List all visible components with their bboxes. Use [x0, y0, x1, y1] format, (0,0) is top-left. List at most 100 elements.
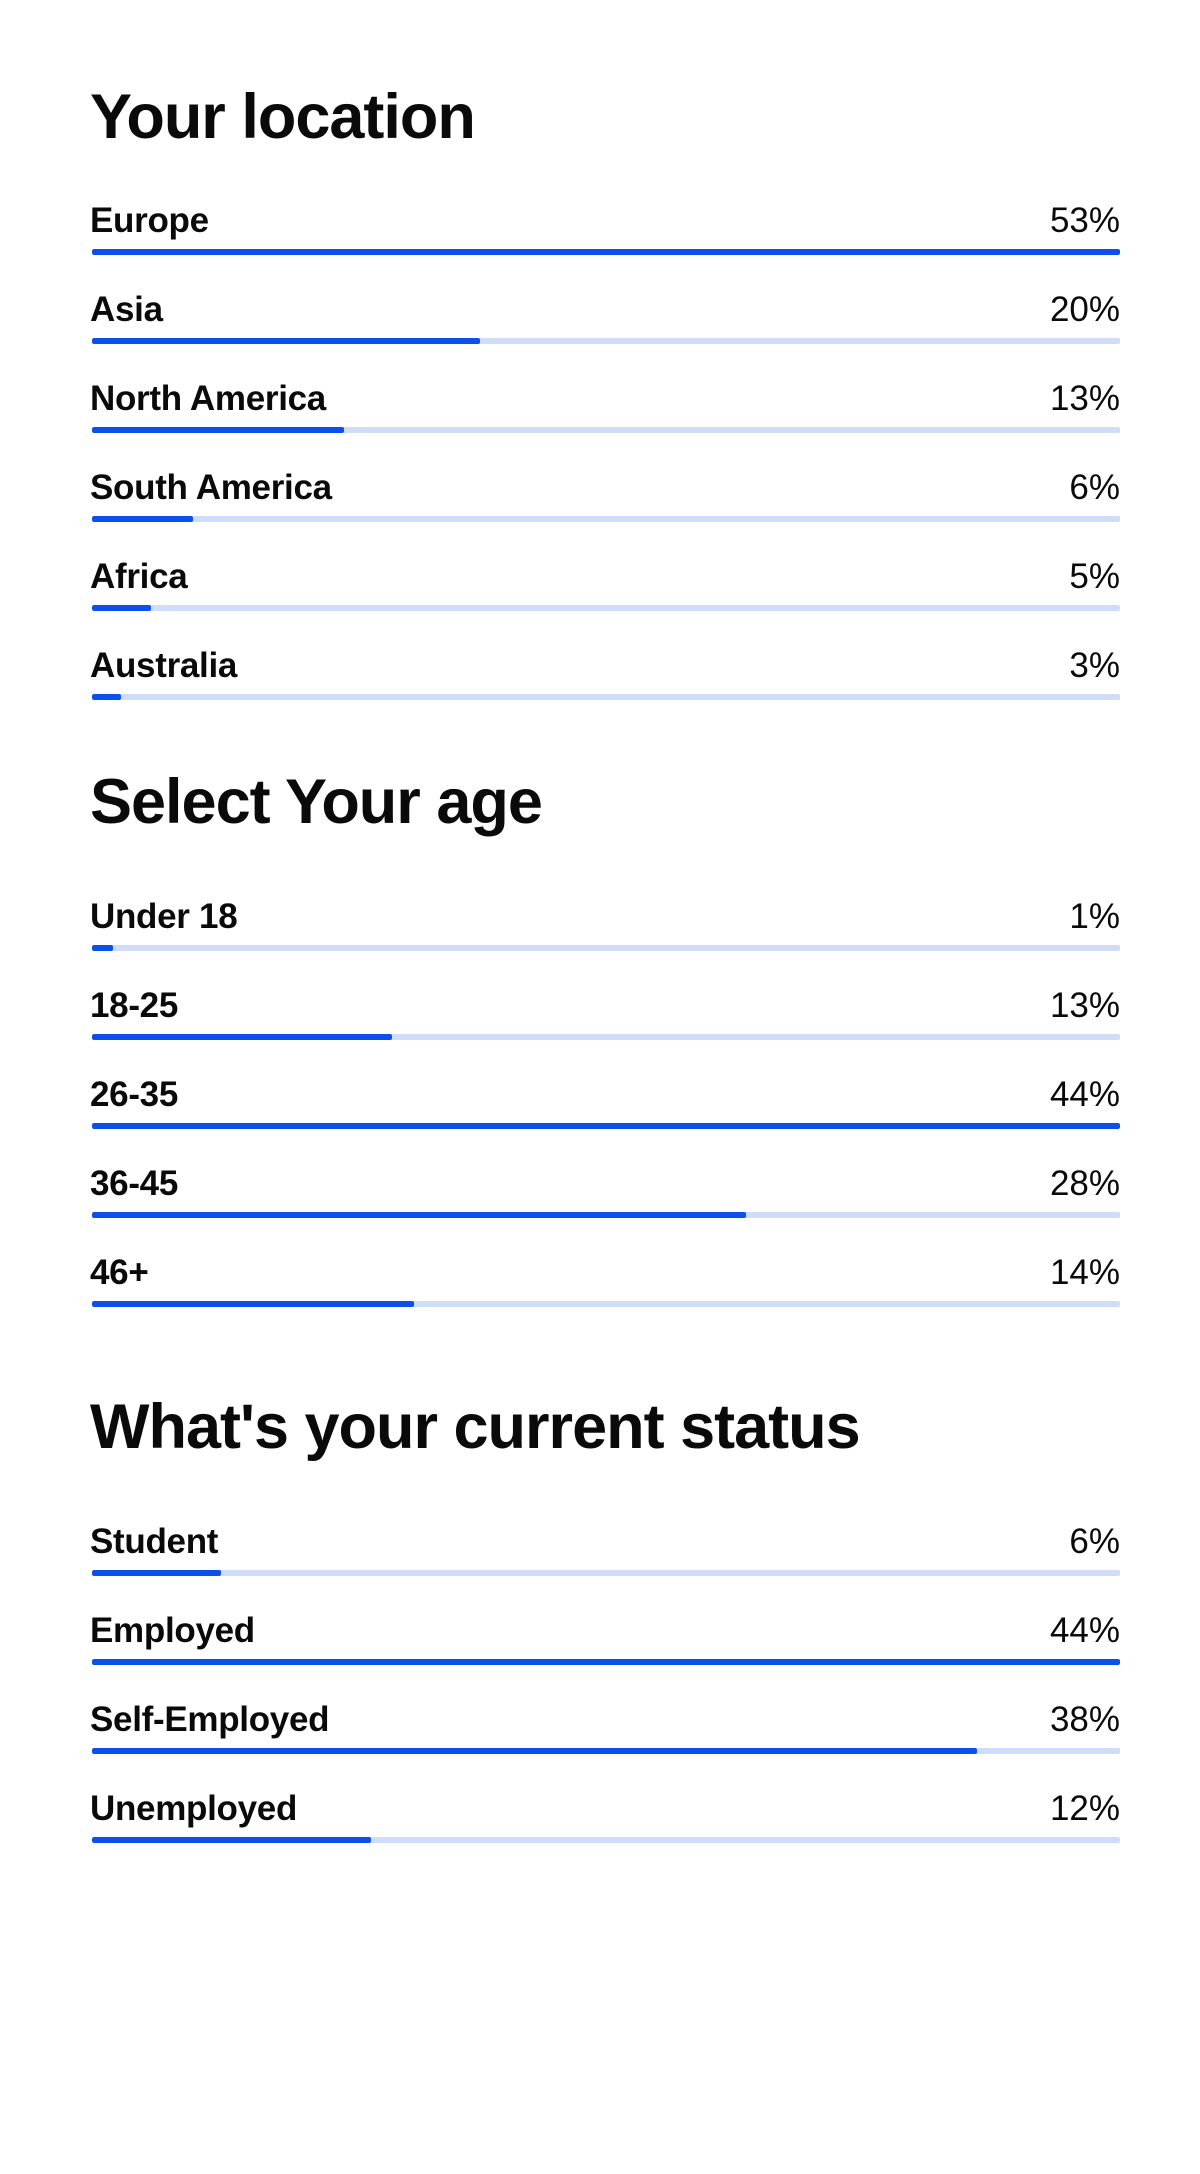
bar-track — [92, 1212, 1120, 1218]
bar-fill — [92, 605, 151, 611]
bar-value-label: 3% — [1069, 646, 1120, 685]
bar-track — [92, 427, 1120, 433]
bar-row: Student 6% — [90, 1519, 1120, 1608]
bar-row: Europe 53% — [90, 198, 1120, 287]
section-title: What's your current status — [90, 1392, 861, 1462]
bar-row-header: Australia 3% — [90, 643, 1120, 683]
bar-label: Under 18 — [90, 897, 238, 936]
bar-track — [92, 945, 1120, 951]
age-section: Select Your age Under 18 1% 18-25 13% 26-35 4… — [90, 771, 1120, 1339]
bar-row-header: Unemployed 12% — [90, 1786, 1120, 1826]
bar-value-label: 44% — [1049, 1611, 1120, 1650]
bar-value-label: 13% — [1049, 379, 1120, 418]
bar-row-header: Africa 5% — [90, 554, 1120, 594]
bar-fill — [92, 427, 344, 433]
bar-row: Employed 44% — [90, 1608, 1120, 1697]
bar-track — [92, 605, 1120, 611]
bar-row-header: North America 13% — [90, 376, 1120, 416]
bar-label: Student — [90, 1522, 219, 1561]
bar-value-label: 38% — [1049, 1700, 1120, 1739]
bar-value-label: 5% — [1069, 557, 1120, 596]
bar-label: 36-45 — [90, 1164, 179, 1203]
bar-fill — [92, 1837, 371, 1843]
bar-row-header: 46+ 14% — [90, 1250, 1120, 1290]
bar-fill — [92, 694, 121, 700]
bar-row-header: Self-Employed 38% — [90, 1697, 1120, 1737]
bar-label: 26-35 — [90, 1075, 179, 1114]
bar-track — [92, 1837, 1120, 1843]
bar-row-header: Under 18 1% — [90, 894, 1120, 934]
bar-fill — [92, 516, 193, 522]
bar-track — [92, 249, 1120, 255]
bar-value-label: 6% — [1069, 1522, 1120, 1561]
age-bars: Under 18 1% 18-25 13% 26-35 44% 36-45 28% 46+ 14% — [90, 894, 1120, 1339]
bar-track — [92, 1034, 1120, 1040]
bar-label: Unemployed — [90, 1789, 298, 1828]
bar-value-label: 12% — [1049, 1789, 1120, 1828]
bar-fill — [92, 338, 480, 344]
bar-label: Self-Employed — [90, 1700, 330, 1739]
bar-track — [92, 1570, 1120, 1576]
bar-fill — [92, 945, 113, 951]
bar-fill — [92, 1034, 393, 1040]
bar-row-header: 26-35 44% — [90, 1072, 1120, 1112]
bar-fill — [92, 1570, 221, 1576]
bar-label: North America — [90, 379, 326, 418]
bar-row: 26-35 44% — [90, 1072, 1120, 1161]
section-title: Select Your age — [90, 767, 543, 837]
bar-track — [92, 338, 1120, 344]
bar-row: Unemployed 12% — [90, 1786, 1120, 1875]
bar-label: Australia — [90, 646, 238, 685]
bar-value-label: 6% — [1069, 468, 1120, 507]
bar-fill — [92, 1748, 978, 1754]
bar-row: 36-45 28% — [90, 1161, 1120, 1250]
bar-row-header: Asia 20% — [90, 287, 1120, 327]
bar-fill — [92, 1212, 746, 1218]
bar-track — [92, 694, 1120, 700]
bar-label: 46+ — [90, 1253, 149, 1292]
bar-label: Employed — [90, 1611, 255, 1650]
bar-value-label: 28% — [1049, 1164, 1120, 1203]
status-section: What's your current status Student 6% Empl… — [90, 1396, 1120, 1875]
section-title: Your location — [90, 82, 476, 152]
bar-row-header: Student 6% — [90, 1519, 1120, 1559]
bar-value-label: 53% — [1049, 201, 1120, 240]
location-bars: Europe 53% Asia 20% North America 13% South Am… — [90, 198, 1120, 732]
bar-track — [92, 1123, 1120, 1129]
bar-row: Asia 20% — [90, 287, 1120, 376]
bar-row: 18-25 13% — [90, 983, 1120, 1072]
bar-row: South America 6% — [90, 465, 1120, 554]
location-section: Your location Europe 53% Asia 20% North Amer… — [90, 86, 1120, 732]
bar-track — [92, 1301, 1120, 1307]
bar-row: Africa 5% — [90, 554, 1120, 643]
bar-label: 18-25 — [90, 986, 179, 1025]
bar-value-label: 14% — [1049, 1253, 1120, 1292]
bar-row-header: Employed 44% — [90, 1608, 1120, 1648]
bar-row-header: South America 6% — [90, 465, 1120, 505]
bar-fill — [92, 1301, 414, 1307]
bar-row: North America 13% — [90, 376, 1120, 465]
bar-fill — [92, 249, 1120, 255]
bar-fill — [92, 1123, 1120, 1129]
bar-value-label: 1% — [1069, 897, 1120, 936]
bar-value-label: 13% — [1049, 986, 1120, 1025]
bar-value-label: 44% — [1049, 1075, 1120, 1114]
bar-row-header: 18-25 13% — [90, 983, 1120, 1023]
bar-row: Self-Employed 38% — [90, 1697, 1120, 1786]
survey-results: Your location Europe 53% Asia 20% North Amer… — [90, 0, 1120, 1875]
bar-track — [92, 1748, 1120, 1754]
bar-label: Asia — [90, 290, 163, 329]
bar-label: South America — [90, 468, 332, 507]
bar-row-header: 36-45 28% — [90, 1161, 1120, 1201]
bar-row: 46+ 14% — [90, 1250, 1120, 1339]
bar-row: Australia 3% — [90, 643, 1120, 732]
status-bars: Student 6% Employed 44% Self-Employed 38% Unem… — [90, 1519, 1120, 1875]
bar-track — [92, 1659, 1120, 1665]
bar-value-label: 20% — [1049, 290, 1120, 329]
bar-track — [92, 516, 1120, 522]
bar-fill — [92, 1659, 1120, 1665]
bar-row: Under 18 1% — [90, 894, 1120, 983]
bar-label: Europe — [90, 201, 209, 240]
bar-label: Africa — [90, 557, 188, 596]
bar-row-header: Europe 53% — [90, 198, 1120, 238]
